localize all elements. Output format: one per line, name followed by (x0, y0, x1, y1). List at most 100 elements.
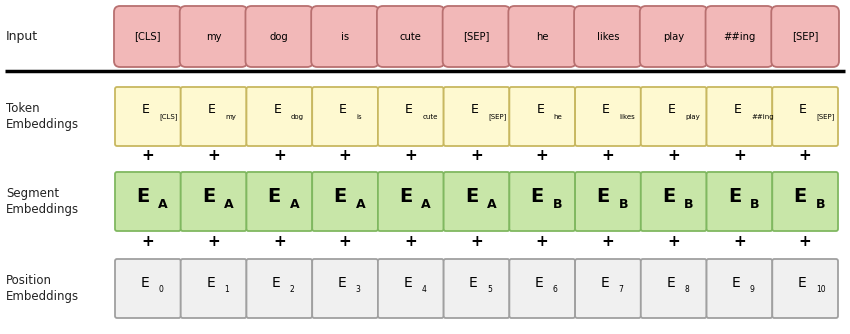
FancyBboxPatch shape (444, 259, 509, 318)
Text: A: A (224, 198, 234, 211)
Text: B: B (619, 198, 628, 211)
Text: E: E (337, 276, 347, 290)
Text: +: + (141, 233, 154, 248)
Text: B: B (815, 198, 825, 211)
Text: E: E (207, 276, 215, 290)
Text: E: E (601, 276, 609, 290)
FancyBboxPatch shape (509, 259, 575, 318)
Text: E: E (469, 276, 478, 290)
FancyBboxPatch shape (115, 87, 181, 146)
FancyBboxPatch shape (443, 6, 510, 67)
Text: ##ing: ##ing (751, 114, 774, 120)
Text: my: my (225, 114, 236, 120)
Text: +: + (667, 149, 680, 164)
FancyBboxPatch shape (246, 172, 312, 231)
Text: 0: 0 (158, 286, 163, 295)
Text: +: + (799, 149, 812, 164)
Text: 7: 7 (619, 286, 623, 295)
Text: [SEP]: [SEP] (488, 114, 507, 120)
FancyBboxPatch shape (115, 172, 181, 231)
FancyBboxPatch shape (246, 259, 312, 318)
Text: E: E (140, 276, 150, 290)
Text: 6: 6 (552, 286, 558, 295)
Text: dog: dog (291, 114, 304, 120)
Text: +: + (470, 149, 483, 164)
Text: +: + (667, 233, 680, 248)
FancyBboxPatch shape (773, 259, 838, 318)
Text: E: E (668, 104, 676, 117)
FancyBboxPatch shape (246, 6, 313, 67)
Text: he: he (554, 114, 563, 120)
FancyBboxPatch shape (508, 6, 576, 67)
Text: E: E (666, 276, 675, 290)
FancyBboxPatch shape (706, 172, 773, 231)
Text: is: is (341, 31, 349, 41)
Text: E: E (404, 276, 412, 290)
Text: 8: 8 (684, 286, 689, 295)
FancyBboxPatch shape (773, 87, 838, 146)
Text: E: E (272, 276, 280, 290)
Text: he: he (536, 31, 548, 41)
Text: E: E (536, 104, 544, 117)
FancyBboxPatch shape (641, 172, 706, 231)
Text: E: E (732, 276, 741, 290)
Text: E: E (530, 186, 544, 205)
Text: +: + (338, 233, 351, 248)
FancyBboxPatch shape (444, 172, 509, 231)
Text: E: E (136, 186, 150, 205)
Text: 1: 1 (224, 286, 229, 295)
Text: A: A (422, 198, 431, 211)
Text: E: E (798, 276, 807, 290)
FancyBboxPatch shape (706, 259, 773, 318)
Text: +: + (733, 149, 745, 164)
Text: E: E (662, 186, 675, 205)
Text: E: E (597, 186, 609, 205)
FancyBboxPatch shape (312, 87, 378, 146)
FancyBboxPatch shape (181, 172, 246, 231)
FancyBboxPatch shape (311, 6, 379, 67)
FancyBboxPatch shape (771, 6, 839, 67)
Text: 9: 9 (750, 286, 755, 295)
Text: Position
Embeddings: Position Embeddings (6, 274, 79, 303)
FancyBboxPatch shape (574, 6, 642, 67)
FancyBboxPatch shape (641, 259, 706, 318)
FancyBboxPatch shape (179, 6, 247, 67)
Text: my: my (206, 31, 221, 41)
Text: E: E (799, 104, 807, 117)
Text: +: + (799, 233, 812, 248)
Text: ##ing: ##ing (723, 31, 756, 41)
FancyBboxPatch shape (378, 172, 444, 231)
FancyBboxPatch shape (640, 6, 707, 67)
FancyBboxPatch shape (377, 6, 445, 67)
Text: 3: 3 (355, 286, 360, 295)
Text: +: + (405, 233, 417, 248)
Text: 4: 4 (422, 286, 426, 295)
FancyBboxPatch shape (509, 172, 575, 231)
Text: A: A (290, 198, 299, 211)
Text: +: + (405, 149, 417, 164)
Text: B: B (684, 198, 694, 211)
Text: play: play (685, 114, 700, 120)
Text: E: E (535, 276, 544, 290)
Text: +: + (536, 149, 548, 164)
FancyBboxPatch shape (246, 87, 312, 146)
Text: +: + (602, 149, 615, 164)
Text: B: B (552, 198, 562, 211)
Text: +: + (273, 233, 286, 248)
FancyBboxPatch shape (181, 87, 246, 146)
Text: +: + (536, 233, 548, 248)
Text: E: E (142, 104, 150, 117)
Text: E: E (794, 186, 807, 205)
FancyBboxPatch shape (575, 172, 641, 231)
Text: E: E (333, 186, 347, 205)
Text: +: + (141, 149, 154, 164)
Text: 5: 5 (487, 286, 492, 295)
FancyBboxPatch shape (378, 259, 444, 318)
Text: E: E (268, 186, 281, 205)
Text: +: + (470, 233, 483, 248)
Text: E: E (471, 104, 479, 117)
Text: likes: likes (597, 31, 619, 41)
FancyBboxPatch shape (378, 87, 444, 146)
Text: dog: dog (270, 31, 289, 41)
Text: Input: Input (6, 30, 38, 43)
